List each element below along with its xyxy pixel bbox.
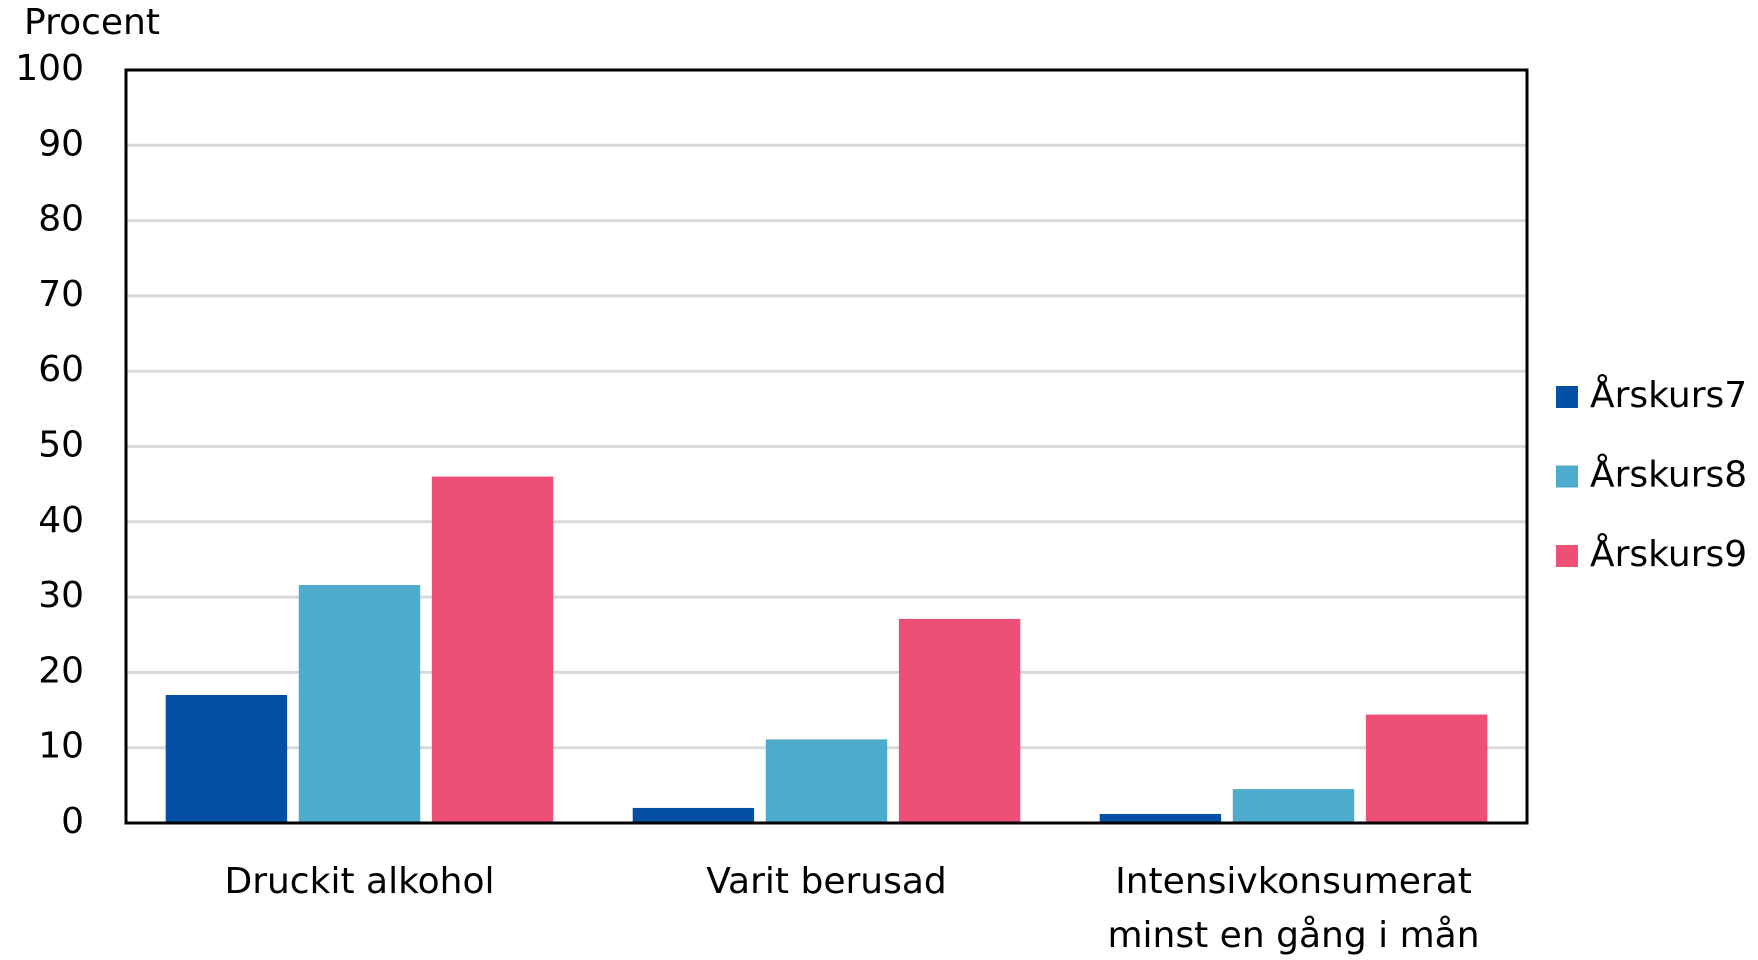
y-tick-label: 40 <box>38 500 84 541</box>
legend-label: Årskurs9 <box>1590 532 1747 575</box>
bar <box>1099 813 1222 823</box>
y-tick-label: 10 <box>38 726 84 767</box>
y-tick-label: 60 <box>38 349 84 390</box>
bar <box>765 739 888 823</box>
legend-label: Årskurs7 <box>1590 373 1747 416</box>
y-tick-label: 50 <box>38 425 84 466</box>
y-tick-label: 30 <box>38 575 84 616</box>
y-tick-label: 80 <box>38 199 84 240</box>
y-tick-label: 0 <box>61 801 84 842</box>
bar <box>632 807 755 823</box>
y-axis-label: Procent <box>24 2 160 43</box>
bar <box>898 618 1021 823</box>
y-tick-label: 20 <box>38 650 84 691</box>
bar <box>431 476 554 823</box>
legend-label: Årskurs8 <box>1590 453 1747 496</box>
legend-swatch <box>1556 465 1578 488</box>
plot-frame <box>124 68 1529 825</box>
y-tick-label: 90 <box>38 123 84 164</box>
legend-swatch <box>1556 545 1578 567</box>
legend-swatch <box>1556 386 1578 408</box>
y-tick-label: 70 <box>38 274 84 315</box>
x-tick-label: Varit berusad <box>706 861 947 902</box>
x-tick-label: Druckit alkohol <box>224 861 495 902</box>
x-tick-label: Intensivkonsumerat minst en gång i mån <box>1107 861 1480 956</box>
bar <box>165 694 288 823</box>
bar <box>298 585 421 823</box>
bar <box>1232 789 1355 823</box>
bar <box>1365 714 1488 823</box>
y-tick-label: 100 <box>15 48 84 89</box>
